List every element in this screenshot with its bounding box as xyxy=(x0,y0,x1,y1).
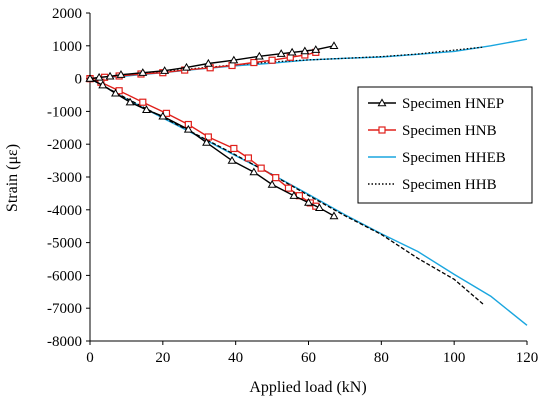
triangle-marker xyxy=(287,47,297,56)
legend-label: Specimen HHEB xyxy=(402,150,506,166)
y-tick-label: -5000 xyxy=(47,236,82,252)
triangle-marker xyxy=(141,105,151,113)
triangle-marker xyxy=(160,66,170,74)
x-tick-label: 0 xyxy=(86,350,94,366)
triangle-marker xyxy=(125,97,135,106)
square-marker xyxy=(139,98,147,106)
x-tick-label: 20 xyxy=(155,350,170,366)
triangle-marker xyxy=(229,55,239,64)
legend-item: Specimen HNEP xyxy=(368,96,504,112)
square-marker xyxy=(268,56,276,64)
triangle-marker xyxy=(182,62,191,71)
triangle-marker xyxy=(314,203,324,212)
y-tick-label: -3000 xyxy=(47,170,82,186)
square-marker xyxy=(284,184,293,192)
y-axis-title: Strain (με) xyxy=(4,144,21,212)
triangle-marker xyxy=(329,41,339,49)
triangle-marker xyxy=(227,155,237,164)
y-tick-label: 0 xyxy=(75,72,83,88)
triangle-marker xyxy=(158,111,168,120)
triangle-marker xyxy=(329,211,339,220)
y-tick-label: -6000 xyxy=(47,268,82,284)
x-tick-label: 40 xyxy=(228,350,243,366)
triangle-marker xyxy=(202,137,211,146)
triangle-marker xyxy=(249,167,259,176)
triangle-marker xyxy=(267,179,277,188)
legend-label: Specimen HNB xyxy=(402,123,497,139)
square-marker xyxy=(230,144,238,153)
y-tick-label: 1000 xyxy=(52,39,82,55)
x-axis-title: Applied load (kN) xyxy=(249,379,366,396)
triangle-marker xyxy=(183,124,193,133)
triangle-marker xyxy=(98,80,108,89)
x-tick-label: 120 xyxy=(516,350,539,366)
triangle-marker xyxy=(105,71,115,80)
square-marker xyxy=(272,174,280,182)
triangle-marker xyxy=(304,197,313,206)
x-tick-label: 80 xyxy=(374,350,389,366)
square-marker xyxy=(378,126,386,134)
x-tick-label: 60 xyxy=(301,350,316,366)
legend-item: Specimen HHB xyxy=(368,177,497,193)
y-tick-label: -7000 xyxy=(47,301,82,317)
square-marker xyxy=(204,133,212,141)
triangle-marker xyxy=(116,70,126,78)
y-tick-label: -4000 xyxy=(47,203,82,219)
legend-item: Specimen HNB xyxy=(368,123,497,139)
series-specimen-hnep xyxy=(85,41,339,220)
triangle-marker xyxy=(311,45,321,53)
plot-series xyxy=(85,38,528,326)
upper-branch-line xyxy=(89,46,484,80)
triangle-marker xyxy=(289,191,299,199)
axes: 200010000-1000-2000-3000-4000-5000-6000-… xyxy=(47,6,538,366)
legend-label: Specimen HNEP xyxy=(402,96,504,112)
y-tick-label: -1000 xyxy=(47,104,82,120)
triangle-marker xyxy=(276,49,286,57)
triangle-marker xyxy=(85,73,95,82)
y-tick-label: -8000 xyxy=(47,334,82,350)
legend-item: Specimen HHEB xyxy=(368,150,506,166)
y-tick-label: 2000 xyxy=(52,6,82,22)
triangle-marker xyxy=(94,72,104,81)
triangle-marker xyxy=(111,88,120,97)
triangle-marker xyxy=(203,58,213,67)
square-marker xyxy=(257,164,265,172)
triangle-marker xyxy=(300,46,310,55)
triangle-marker xyxy=(377,98,387,107)
x-tick-label: 100 xyxy=(443,350,466,366)
square-marker xyxy=(250,58,258,67)
y-tick-label: -2000 xyxy=(47,137,82,153)
legend: Specimen HNEP Specimen HNB Specimen HHEB Sp… xyxy=(357,86,533,204)
legend-label: Specimen HHB xyxy=(402,177,497,193)
triangle-marker xyxy=(138,68,148,76)
square-marker xyxy=(244,154,253,162)
triangle-marker xyxy=(254,51,264,60)
